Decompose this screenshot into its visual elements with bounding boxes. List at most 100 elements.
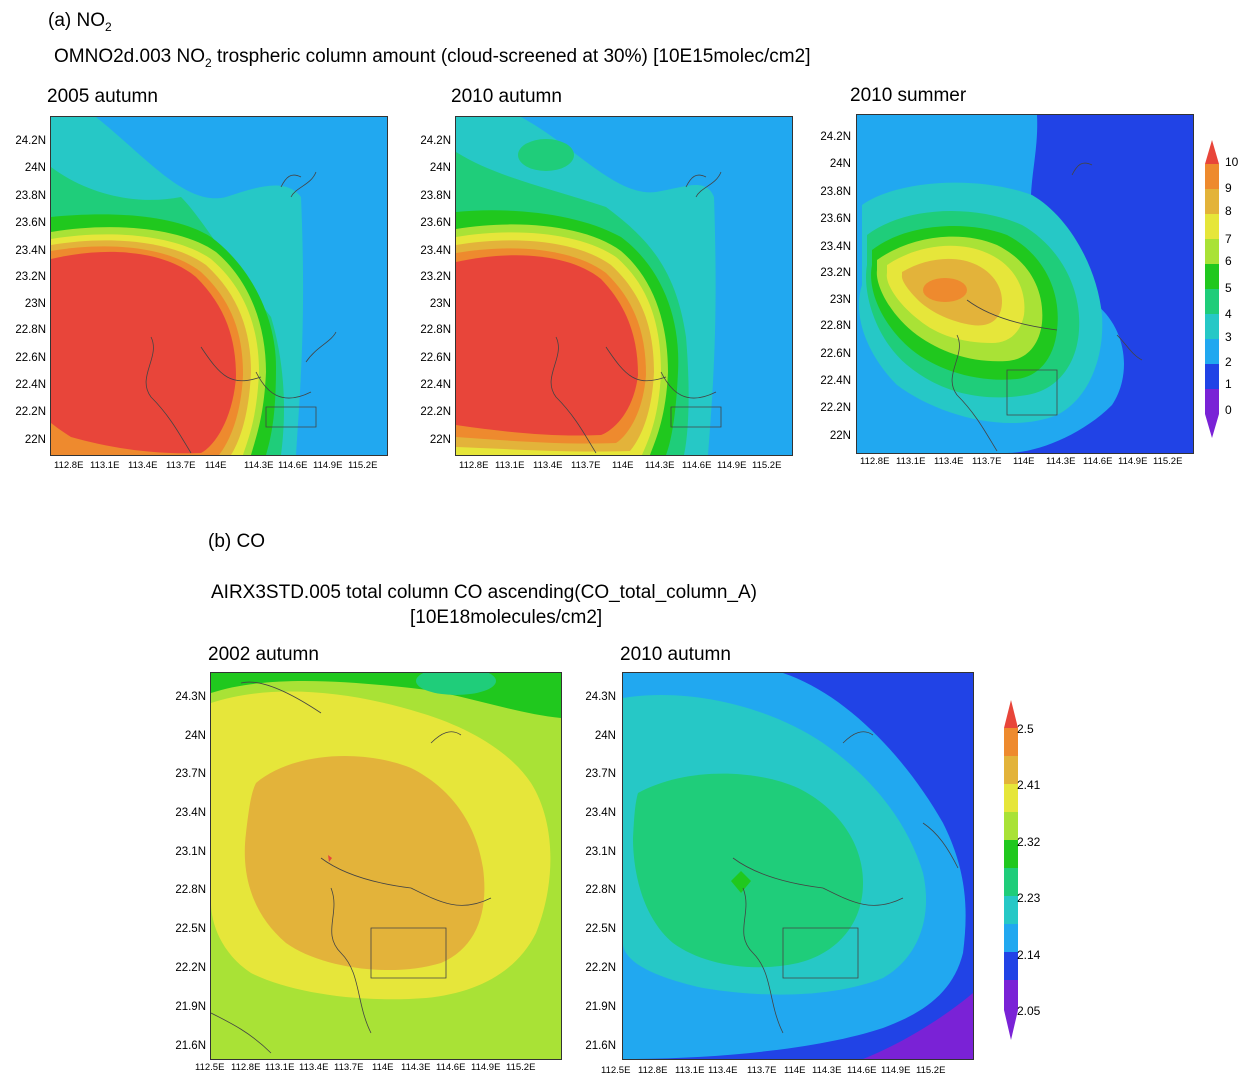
colorbar-no2 (1205, 140, 1219, 438)
y-tick: 22.2N (175, 962, 206, 974)
colorbar-tick: 5 (1225, 281, 1232, 295)
map-co-2010-autumn (622, 672, 974, 1060)
y-tick: 23.2N (15, 271, 46, 283)
y-tick: 22.8N (15, 324, 46, 336)
section-b-label: (b) CO (208, 531, 265, 552)
x-tick: 114.3E (1046, 456, 1076, 467)
colorbar-tick: 2.14 (1017, 948, 1041, 962)
y-tick: 22.6N (420, 352, 451, 364)
y-tick: 23.6N (820, 213, 851, 225)
panel-title-co-2010-autumn: 2010 autumn (620, 644, 731, 665)
x-tick: 113.7E (166, 460, 196, 471)
x-tick: 113.7E (747, 1065, 777, 1076)
map-co-2002-autumn (210, 672, 562, 1060)
y-tick: 23.2N (420, 271, 451, 283)
x-tick: 114.9E (313, 460, 343, 471)
y-tick: 24N (184, 730, 206, 742)
y-tick: 21.6N (585, 1040, 616, 1052)
x-tick: 114.6E (847, 1065, 877, 1076)
y-tick: 22.4N (420, 379, 451, 391)
colorbar-tick: 2.05 (1017, 1004, 1041, 1018)
x-tick: 114E (205, 460, 227, 471)
y-tick: 22.8N (175, 884, 206, 896)
colorbar-tick: 4 (1225, 307, 1232, 321)
y-tick: 22.5N (175, 923, 206, 935)
x-tick: 115.2E (506, 1062, 536, 1073)
x-tick: 113.4E (128, 460, 158, 471)
y-tick: 22.4N (15, 379, 46, 391)
x-tick: 112.8E (231, 1062, 261, 1073)
y-tick: 23.6N (15, 217, 46, 229)
y-tick: 23.6N (420, 217, 451, 229)
y-tick: 23.4N (585, 807, 616, 819)
y-tick: 22.2N (15, 406, 46, 418)
y-tick: 24N (829, 158, 851, 170)
y-tick: 22.8N (420, 324, 451, 336)
y-tick: 21.9N (585, 1001, 616, 1013)
x-tick: 114.6E (436, 1062, 466, 1073)
x-tick: 114.3E (244, 460, 274, 471)
x-tick: 114.9E (471, 1062, 501, 1073)
y-tick: 22.8N (585, 884, 616, 896)
y-tick: 22.2N (820, 402, 851, 414)
x-tick: 114.3E (645, 460, 675, 471)
section-a-label: (a) NO2 (48, 10, 112, 34)
x-tick: 114.9E (881, 1065, 911, 1076)
x-tick: 114.3E (401, 1062, 431, 1073)
x-tick: 114E (1013, 456, 1035, 467)
section-a-title: OMNO2d.003 NO2 trospheric column amount … (54, 46, 811, 70)
y-tick: 22.8N (820, 320, 851, 332)
y-tick: 23.2N (820, 267, 851, 279)
colorbar-tick: 8 (1225, 204, 1232, 218)
x-tick: 113.4E (533, 460, 563, 471)
colorbar-tick: 2.5 (1017, 722, 1034, 736)
x-tick: 113.7E (334, 1062, 364, 1073)
x-tick: 113.7E (972, 456, 1002, 467)
panel-title-no2-2010-autumn: 2010 autumn (451, 86, 562, 107)
y-tick: 24N (594, 730, 616, 742)
x-tick: 115.2E (916, 1065, 946, 1076)
x-tick: 113.4E (934, 456, 964, 467)
y-tick: 23.4N (175, 807, 206, 819)
y-tick: 23.4N (820, 241, 851, 253)
x-tick: 113.7E (571, 460, 601, 471)
x-tick: 113.1E (265, 1062, 295, 1073)
x-tick: 112.5E (195, 1062, 225, 1073)
map-no2-2005-autumn (50, 116, 388, 456)
y-tick: 24N (429, 162, 451, 174)
y-tick: 21.9N (175, 1001, 206, 1013)
section-b-title-line2: [10E18molecules/cm2] (410, 607, 603, 628)
y-tick: 24.2N (420, 135, 451, 147)
colorbar-co (1004, 700, 1018, 1040)
y-tick: 23.4N (15, 245, 46, 257)
y-tick: 23N (829, 294, 851, 306)
colorbar-tick: 2.23 (1017, 891, 1041, 905)
x-tick: 114.9E (1118, 456, 1148, 467)
y-tick: 23.7N (585, 768, 616, 780)
y-tick: 23.8N (820, 186, 851, 198)
x-tick: 112.8E (638, 1065, 668, 1076)
x-tick: 114.9E (717, 460, 747, 471)
y-tick: 24.3N (175, 691, 206, 703)
y-tick: 22N (429, 434, 451, 446)
y-tick: 23.7N (175, 768, 206, 780)
y-tick: 23.8N (15, 190, 46, 202)
x-tick: 113.4E (708, 1065, 738, 1076)
section-b-title-line1: AIRX3STD.005 total column CO ascending(C… (211, 582, 757, 603)
colorbar-tick: 2.32 (1017, 835, 1041, 849)
x-tick: 114.3E (812, 1065, 842, 1076)
colorbar-tick: 3 (1225, 330, 1232, 344)
x-tick: 112.8E (54, 460, 84, 471)
x-tick: 115.2E (1153, 456, 1183, 467)
y-tick: 23N (24, 298, 46, 310)
x-tick: 115.2E (348, 460, 378, 471)
colorbar-tick: 2.41 (1017, 778, 1041, 792)
x-tick: 113.1E (90, 460, 120, 471)
y-tick: 24.3N (585, 691, 616, 703)
y-tick: 24.2N (15, 135, 46, 147)
y-tick: 22N (829, 430, 851, 442)
colorbar-tick: 9 (1225, 181, 1232, 195)
panel-title-co-2002-autumn: 2002 autumn (208, 644, 319, 665)
y-tick: 23.1N (585, 846, 616, 858)
colorbar-tick: 7 (1225, 232, 1232, 246)
